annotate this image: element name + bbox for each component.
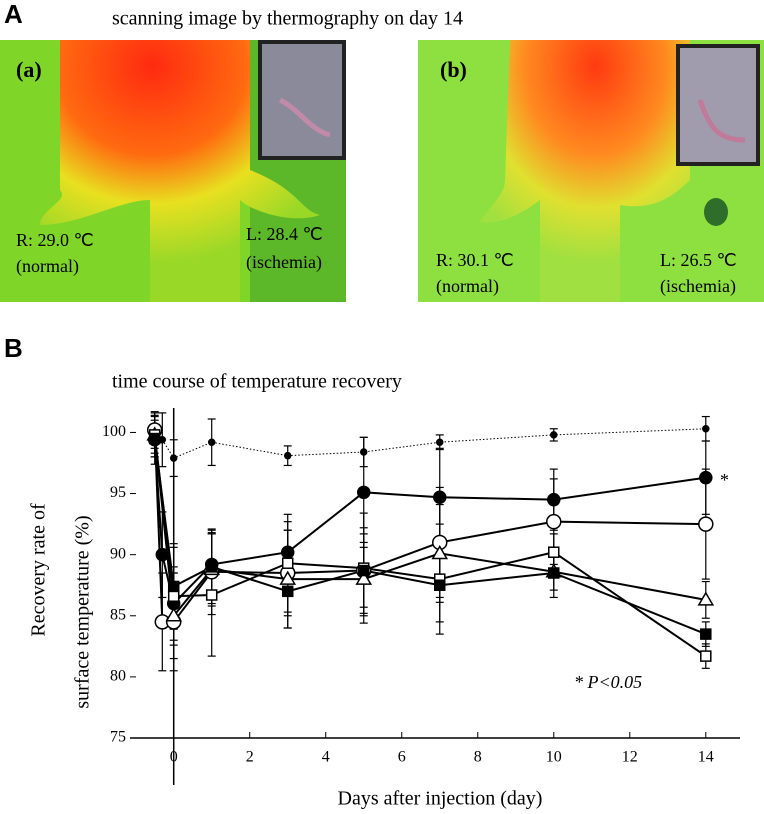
series-line [153,439,706,606]
x-tick-label: 4 [322,749,330,766]
point [547,492,561,507]
point [700,650,712,662]
point [700,628,712,640]
temp-right: R: 29.0 ℃ [16,230,94,250]
series-line [161,428,706,459]
point [283,451,292,460]
point [699,470,713,485]
y-axis-label: Recovery rate of [28,503,50,637]
panel-label: B [4,333,23,363]
x-axis-label: Days after injection (day) [338,788,543,810]
point [698,516,714,532]
point [281,585,294,598]
point [436,438,444,446]
point [148,432,161,445]
thermo-image-b [418,40,764,302]
point [359,448,368,456]
x-tick-label: 0 [170,749,178,766]
point [169,454,178,462]
y-tick-label: 85 [110,606,126,623]
point [548,567,560,579]
point [431,544,449,560]
point [355,570,373,585]
series-line [153,438,707,636]
x-tick-label: 10 [546,749,562,766]
point [357,564,370,577]
y-tick-label: 90 [110,545,126,562]
point [165,607,183,622]
x-tick-label: 12 [622,749,638,766]
y-tick-label: 80 [110,668,126,685]
series-line [153,434,707,657]
thermo-image-a [0,40,346,302]
point [702,425,710,433]
point [281,557,294,569]
significance-mark: * [720,470,729,490]
point [205,561,218,573]
point [205,589,218,601]
point [207,438,216,446]
series-line [153,429,706,623]
y-tick-label: 75 [110,729,126,746]
significance-note: * P<0.05 [574,672,642,692]
x-tick-label: 2 [246,749,254,766]
y-axis-label: surface temperature (%) [72,515,94,708]
point [433,490,447,504]
panel-title: scanning image by thermography on day 14 [112,8,463,30]
point [155,547,170,562]
y-tick-label: 95 [110,484,126,501]
y-tick-label: 100 [102,423,126,440]
panel-label: A [4,0,23,29]
temp-right-note: (normal) [436,276,499,297]
point [279,570,297,585]
point [167,590,180,602]
temp-left-note: (ischemia) [246,252,322,273]
point [356,485,371,500]
series-line [153,434,706,619]
image-label: (a) [16,57,42,82]
point [546,513,562,530]
temp-right-note: (normal) [16,256,79,277]
temp-left: L: 28.4 ℃ [246,224,323,244]
temp-right: R: 30.1 ℃ [436,250,514,270]
point [550,431,558,439]
x-tick-label: 14 [698,749,714,766]
x-tick-label: 6 [398,749,406,766]
point [280,545,295,559]
point [434,579,446,591]
temp-left: L: 26.5 ℃ [660,250,737,270]
point [548,546,560,558]
image-label: (b) [440,57,467,82]
x-tick-label: 8 [474,749,482,766]
temp-left-note: (ischemia) [660,276,736,297]
chart-title: time course of temperature recovery [112,371,402,393]
point [167,580,180,593]
point [697,591,715,606]
